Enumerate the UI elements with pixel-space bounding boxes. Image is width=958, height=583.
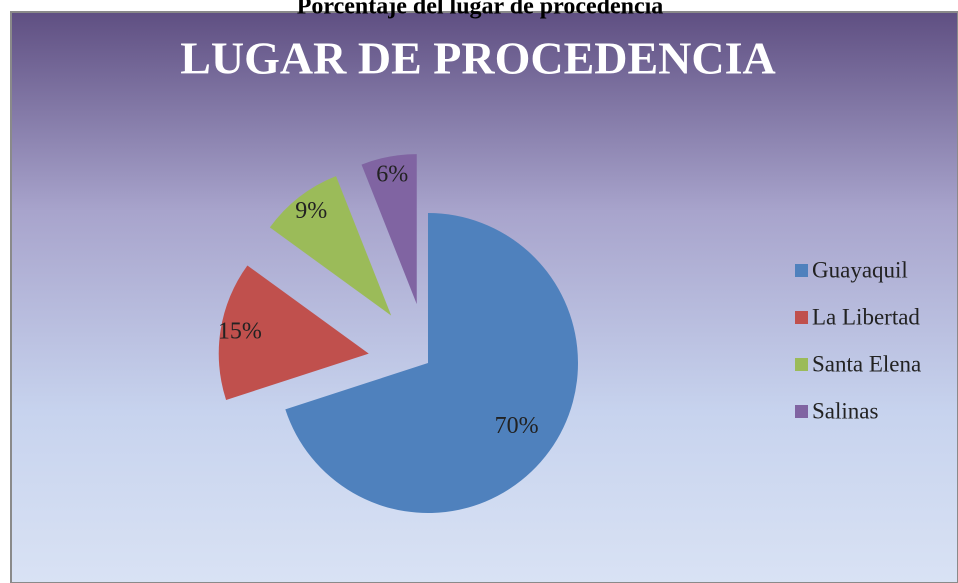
legend-swatch [795, 358, 808, 371]
legend-label: Guayaquil [812, 257, 908, 282]
legend-label: Santa Elena [812, 351, 921, 376]
pie-slice [269, 176, 392, 316]
data-label: 6% [376, 161, 408, 187]
pie-slice [361, 154, 417, 305]
pie-slice [218, 265, 369, 400]
chart-title: LUGAR DE PROCEDENCIA [180, 33, 775, 84]
legend-swatch [795, 264, 808, 277]
data-label: 15% [218, 319, 262, 345]
data-label: 70% [495, 413, 539, 439]
legend-label: Salinas [812, 398, 878, 423]
pie-slice [285, 213, 578, 513]
caption: Porcentaje del lugar de procedencia [297, 0, 664, 20]
legend-label: La Libertad [812, 304, 920, 329]
data-label: 9% [295, 198, 327, 224]
legend-swatch [795, 405, 808, 418]
legend-swatch [795, 311, 808, 324]
